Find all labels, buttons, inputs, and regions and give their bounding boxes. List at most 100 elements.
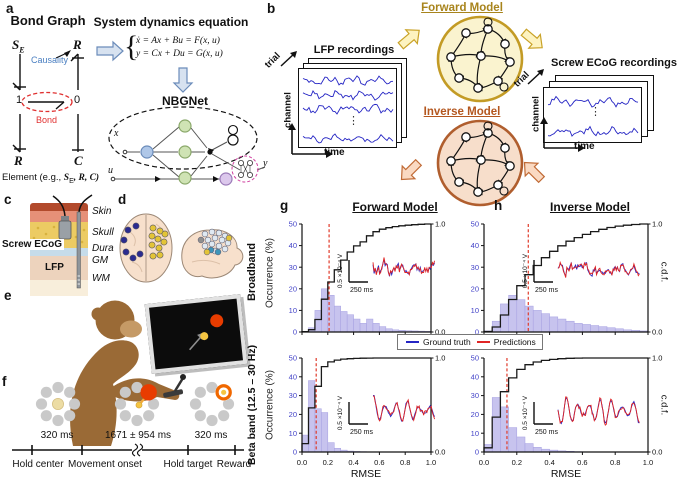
lfp-time-axis: time	[324, 147, 345, 158]
inverse-model-network	[436, 119, 524, 207]
inset-waveform: 0.5 ×10⁻⁴ V 250 ms	[522, 253, 640, 294]
ecog-traces	[547, 95, 639, 137]
svg-text:30: 30	[289, 263, 297, 272]
svg-text:0.0: 0.0	[435, 448, 445, 457]
ground-truth-line-swatch	[406, 340, 419, 344]
ecog-ellipsis: ⋮	[590, 106, 601, 118]
row-label-broadband: Broadband	[246, 242, 258, 302]
nbgnet-diagram	[108, 106, 266, 186]
inverse-to-lfp-arrow-icon	[400, 158, 423, 181]
bond-junction-0: 0	[74, 94, 81, 106]
histogram-inverse-broadband: 0 10 20 30 40 50 1.0 0.0	[460, 210, 678, 338]
svg-text:250 ms: 250 ms	[535, 287, 558, 294]
svg-text:50: 50	[289, 220, 297, 229]
svg-text:0.5 ×10⁻⁴ V: 0.5 ×10⁻⁴ V	[522, 395, 529, 430]
equation-title: System dynamics equation	[93, 15, 249, 29]
occurrence-axis-label-top: Occurrence (%)	[264, 237, 276, 309]
bond-junction-1: 1	[16, 94, 23, 106]
nbgnet-u-input: u	[108, 165, 113, 176]
svg-text:0: 0	[475, 328, 479, 337]
rmse-axis-label-g: RMSE	[350, 468, 382, 480]
svg-text:20: 20	[471, 284, 479, 293]
svg-text:40: 40	[289, 241, 297, 250]
svg-text:1.0: 1.0	[435, 220, 445, 229]
ecog-time-axis: time	[574, 141, 595, 152]
layer-label-skull: Skull	[92, 227, 114, 238]
ecog-card-front	[543, 87, 642, 143]
panel-c-label: c	[4, 192, 12, 207]
svg-text:40: 40	[471, 241, 479, 250]
layer-label-dura: Dura	[92, 243, 114, 254]
svg-text:250 ms: 250 ms	[350, 429, 373, 436]
equation-line2: y = Cx + Du = G(x, u)	[136, 49, 223, 59]
element-rest: , R, C)	[73, 173, 100, 183]
causality-pointer-arrowhead	[64, 50, 71, 57]
implant-diagram	[32, 194, 93, 289]
ecog-time-axes-icon	[540, 117, 585, 152]
bond-ellipse	[21, 91, 73, 113]
lfp-recordings-title: LFP recordings	[313, 44, 395, 56]
task-target-rings	[35, 381, 235, 427]
lfp-to-forward-arrow-icon	[397, 29, 420, 50]
svg-text:0.2: 0.2	[323, 458, 333, 467]
nbgnet-title: NBGNet	[161, 94, 209, 108]
svg-text:0.0: 0.0	[652, 328, 662, 337]
histogram-plot: 0 10 20 30 40 50 1.0 0.0	[471, 220, 663, 337]
svg-text:20: 20	[289, 410, 297, 419]
rmse-axis-label-h: RMSE	[550, 468, 582, 480]
inverse-results-title: Inverse Model	[549, 200, 631, 214]
legend-predictions: Predictions	[493, 337, 536, 347]
inset-forward-broadband: 0.5 ×10⁻⁴ V 250 ms	[335, 240, 440, 302]
se-main: S	[12, 37, 20, 52]
lfp-trial-arrow-icon	[280, 51, 297, 67]
svg-text:0.2: 0.2	[512, 458, 522, 467]
histogram-inverse-beta: 0 10 20 30 40 50 0.0 0.2 0.4 0.6 0.8 1.0 1.0 0.0	[460, 352, 678, 480]
duration-movement: 1671 ± 954 ms	[104, 430, 172, 441]
predictions-line-swatch	[476, 340, 490, 344]
histogram-forward-beta: 0 10 20 30 40 50 0.0 0.2 0.4 0.6 0.8 1.0 1.0 0.0	[276, 352, 461, 480]
bond-node-r-bottom: R	[14, 153, 23, 168]
joystick-knob	[180, 374, 186, 380]
element-prefix: Element (e.g.,	[2, 172, 64, 183]
forward-model-title: Forward Model	[421, 2, 503, 14]
panel-b-label: b	[267, 1, 276, 16]
stage-hold-target: Hold target	[163, 459, 213, 470]
svg-text:0.4: 0.4	[348, 458, 358, 467]
right-block-arrow-icon	[96, 40, 124, 62]
joystick-stick	[173, 377, 185, 392]
svg-text:10: 10	[471, 429, 479, 438]
inset-waveform: 0.5 ×10⁻⁴ V 250 ms	[337, 394, 436, 436]
svg-text:1.0: 1.0	[435, 354, 445, 363]
monkey-face	[120, 320, 142, 338]
stage-movement-onset: Movement onset	[68, 459, 142, 470]
task-timeline	[12, 443, 244, 457]
svg-text:10: 10	[471, 306, 479, 315]
svg-text:50: 50	[471, 220, 479, 229]
timeline-break-icon	[131, 443, 144, 457]
inset-waveform: 0.5 ×10⁻⁴ V 250 ms	[337, 253, 436, 294]
equation-line1: ẋ = Ax + Bu = F(x, u)	[136, 36, 220, 46]
forward-results-title: Forward Model	[352, 200, 438, 214]
bond-graph-title: Bond Graph	[10, 13, 86, 28]
svg-text:10: 10	[289, 306, 297, 315]
svg-text:0.8: 0.8	[610, 458, 620, 467]
screw-ecog-label: Screw ECoG	[0, 239, 65, 250]
inset-waveform: 0.5 ×10⁻⁴ V 250 ms	[522, 395, 640, 436]
forward-model-network	[436, 15, 524, 103]
svg-text:250 ms: 250 ms	[350, 287, 373, 294]
histogram-forward-broadband: 0 10 20 30 40 50 1.0 0.0	[276, 210, 461, 338]
panel-a-label: a	[6, 1, 14, 16]
svg-text:1.0: 1.0	[426, 458, 436, 467]
panel-e-label: e	[4, 288, 12, 303]
panel-f-label: f	[2, 374, 7, 389]
panel-g-label: g	[280, 198, 289, 213]
svg-text:30: 30	[471, 263, 479, 272]
ecog-to-inverse-arrow-icon	[523, 161, 546, 184]
svg-text:0.5 ×10⁻⁴ V: 0.5 ×10⁻⁴ V	[337, 395, 344, 430]
equation-brace: {	[124, 30, 139, 63]
svg-text:0.5 ×10⁻⁴ V: 0.5 ×10⁻⁴ V	[337, 253, 344, 288]
svg-text:0: 0	[475, 448, 479, 457]
